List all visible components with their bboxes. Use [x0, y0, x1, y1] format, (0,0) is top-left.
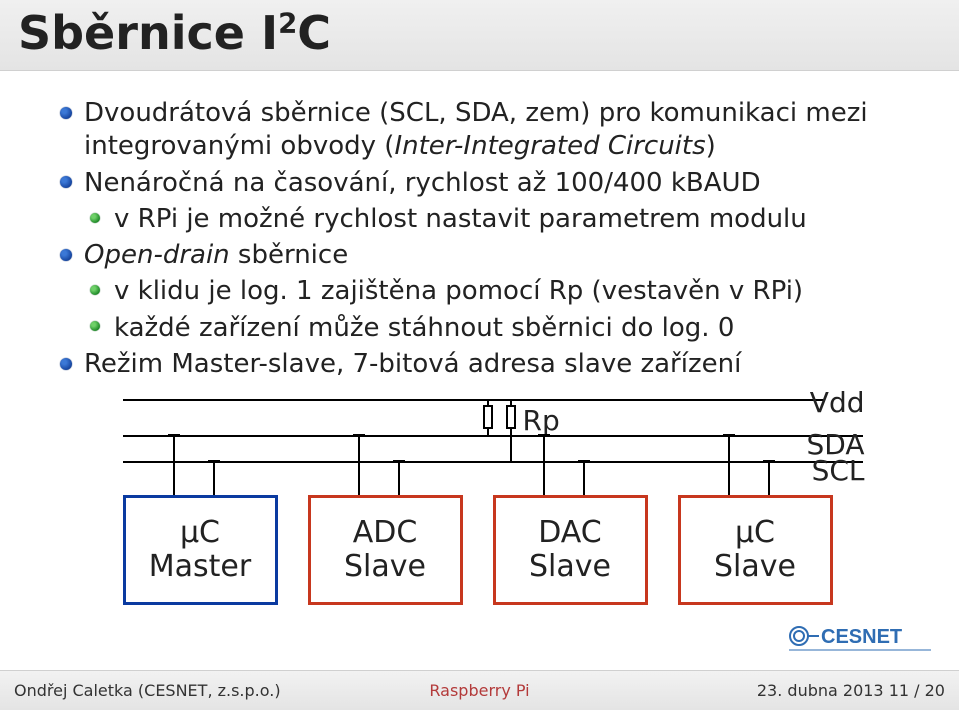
- module-line1: µC: [735, 516, 775, 551]
- module-line1: µC: [180, 516, 220, 551]
- footer-author: Ondřej Caletka (CESNET, z.s.p.o.): [14, 681, 324, 700]
- bus-tap-cap: [208, 460, 220, 462]
- module-line2: Master: [149, 550, 251, 585]
- bus-tap-cap: [723, 434, 735, 436]
- bus-tap-cap: [763, 460, 775, 462]
- vdd-rail: [123, 399, 823, 401]
- bus-tap-cap: [393, 460, 405, 462]
- module-line1: DAC: [538, 516, 602, 551]
- slide-body: Dvoudrátová sběrnice (SCL, SDA, zem) pro…: [0, 71, 959, 670]
- bus-tap-cap: [538, 434, 550, 436]
- logo-text: CESNET: [821, 626, 902, 648]
- bullet-text: Open-drain sběrnice: [84, 240, 348, 270]
- bullet-dot-blue: [60, 249, 72, 261]
- bullet-text: Dvoudrátová sběrnice (SCL, SDA, zem) pro…: [84, 98, 868, 161]
- module-line1: ADC: [353, 516, 418, 551]
- footer-title: Raspberry Pi: [324, 681, 634, 700]
- vdd-label: Vdd: [810, 385, 865, 421]
- i2c-diagram: VddSDASCLRpµCMasterADCSlaveDACSlaveµCSla…: [123, 395, 863, 605]
- bus-module: ADCSlave: [308, 495, 463, 605]
- scl-rail: [123, 461, 863, 463]
- scl-label: SCL: [812, 453, 865, 489]
- bullet-dot-blue: [60, 176, 72, 188]
- bus-tap-cap: [168, 434, 180, 436]
- bullet-text: v klidu je log. 1 zajištěna pomocí Rp (v…: [114, 276, 803, 306]
- bullet-item: Open-drain sběrnice: [60, 239, 925, 272]
- bullet-dot-green: [90, 321, 100, 331]
- bus-tap: [358, 435, 360, 495]
- bus-module: µCMaster: [123, 495, 278, 605]
- bullet-text: Nenáročná na časování, rychlost až 100/4…: [84, 168, 761, 198]
- bullet-dot-blue: [60, 107, 72, 119]
- sda-rail: [123, 435, 863, 437]
- slide-title-bar: Sběrnice I2C: [0, 0, 959, 71]
- module-line2: Slave: [529, 550, 611, 585]
- bullet-list: Dvoudrátová sběrnice (SCL, SDA, zem) pro…: [60, 97, 925, 381]
- module-line2: Slave: [344, 550, 426, 585]
- bus-tap: [728, 435, 730, 495]
- pullup-resistor: [506, 399, 516, 461]
- bullet-dot-green: [90, 213, 100, 223]
- bullet-item: každé zařízení může stáhnout sběrnici do…: [90, 312, 925, 345]
- bullet-text: Režim Master-slave, 7-bitová adresa slav…: [84, 349, 741, 379]
- bullet-item: Režim Master-slave, 7-bitová adresa slav…: [60, 348, 925, 381]
- bus-tap: [583, 461, 585, 495]
- bullet-item: Nenáročná na časování, rychlost až 100/4…: [60, 167, 925, 200]
- bullet-dot-blue: [60, 358, 72, 370]
- slide-title: Sběrnice I2C: [18, 6, 941, 60]
- bus-tap: [543, 435, 545, 495]
- bus-tap-cap: [353, 434, 365, 436]
- bus-tap-cap: [578, 460, 590, 462]
- bus-tap: [398, 461, 400, 495]
- bus-module: DACSlave: [493, 495, 648, 605]
- pullup-resistor: [483, 399, 493, 435]
- bullet-text: v RPi je možné rychlost nastavit paramet…: [114, 204, 807, 234]
- bullet-text: každé zařízení může stáhnout sběrnici do…: [114, 313, 734, 343]
- bullet-dot-green: [90, 285, 100, 295]
- bus-tap: [213, 461, 215, 495]
- module-line2: Slave: [714, 550, 796, 585]
- bus-module: µCSlave: [678, 495, 833, 605]
- slide-footer: Ondřej Caletka (CESNET, z.s.p.o.) Raspbe…: [0, 670, 959, 710]
- bullet-item: v klidu je log. 1 zajištěna pomocí Rp (v…: [90, 275, 925, 308]
- bullet-item: v RPi je možné rychlost nastavit paramet…: [90, 203, 925, 236]
- footer-page: 23. dubna 2013 11 / 20: [635, 681, 945, 700]
- bus-tap: [768, 461, 770, 495]
- bullet-item: Dvoudrátová sběrnice (SCL, SDA, zem) pro…: [60, 97, 925, 164]
- cesnet-logo: CESNET: [785, 616, 935, 660]
- bus-tap: [173, 435, 175, 495]
